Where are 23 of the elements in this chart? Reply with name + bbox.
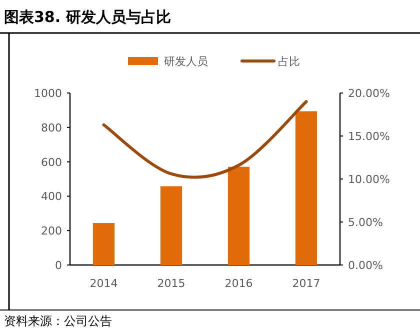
bar (295, 111, 318, 265)
legend-label: 研发人员 (164, 55, 208, 68)
bar (228, 166, 250, 265)
y-tick-label: 600 (41, 156, 62, 169)
x-tick-label: 2014 (90, 277, 118, 290)
y2-tick-label: 10.00% (348, 173, 390, 186)
x-tick-label: 2017 (292, 277, 320, 290)
legend-label: 占比 (278, 55, 300, 68)
bar (160, 186, 182, 265)
y2-tick-label: 20.00% (348, 87, 390, 100)
y2-tick-label: 5.00% (348, 216, 383, 229)
x-tick-label: 2016 (224, 277, 253, 290)
y-tick-label: 800 (41, 121, 62, 134)
y-tick-label: 1000 (34, 87, 62, 100)
text: 资料来源：公司公告 (4, 314, 112, 328)
y-tick-label: 0 (55, 259, 62, 272)
y2-tick-label: 15.00% (348, 130, 390, 143)
x-tick-label: 2015 (157, 277, 186, 290)
chart-title: 图表38. 研发人员与占比 (4, 8, 171, 26)
y-tick-label: 400 (41, 190, 62, 204)
bar (92, 223, 115, 265)
y2-tick-label: 0.00% (348, 259, 383, 272)
y-tick-label: 200 (41, 224, 62, 238)
